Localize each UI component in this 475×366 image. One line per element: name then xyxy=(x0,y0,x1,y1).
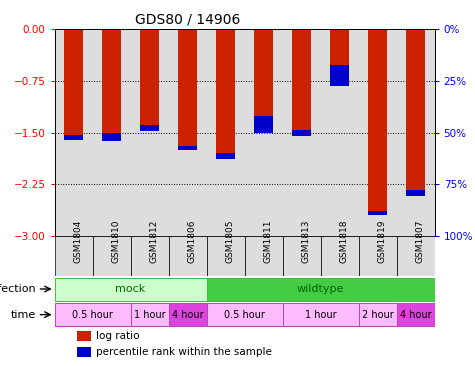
Text: mock: mock xyxy=(115,284,146,294)
Bar xyxy=(102,29,121,141)
Bar xyxy=(77,347,91,357)
Text: time: time xyxy=(10,310,36,320)
Bar xyxy=(140,29,159,131)
FancyBboxPatch shape xyxy=(207,303,283,326)
Bar xyxy=(368,211,387,215)
FancyBboxPatch shape xyxy=(397,236,435,276)
Text: 2 hour: 2 hour xyxy=(362,310,393,320)
Bar xyxy=(359,29,397,236)
FancyBboxPatch shape xyxy=(283,303,359,326)
Text: GSM1805: GSM1805 xyxy=(226,219,235,263)
FancyBboxPatch shape xyxy=(169,236,207,276)
Text: 4 hour: 4 hour xyxy=(400,310,431,320)
Text: wildtype: wildtype xyxy=(297,284,344,294)
Bar xyxy=(406,29,425,196)
FancyBboxPatch shape xyxy=(207,236,245,276)
Text: GSM1812: GSM1812 xyxy=(150,219,159,262)
Text: 1 hour: 1 hour xyxy=(134,310,165,320)
Bar xyxy=(368,29,387,215)
Bar xyxy=(292,29,311,136)
Bar xyxy=(64,135,83,139)
Text: GSM1806: GSM1806 xyxy=(188,219,197,263)
FancyBboxPatch shape xyxy=(245,236,283,276)
FancyBboxPatch shape xyxy=(359,236,397,276)
Text: GSM1807: GSM1807 xyxy=(416,219,425,263)
Text: log ratio: log ratio xyxy=(96,331,140,341)
Text: GSM1804: GSM1804 xyxy=(74,219,83,262)
Text: percentile rank within the sample: percentile rank within the sample xyxy=(96,347,272,357)
Text: GSM1811: GSM1811 xyxy=(264,219,273,263)
Text: GSM1813: GSM1813 xyxy=(302,219,311,263)
FancyBboxPatch shape xyxy=(359,303,397,326)
Bar xyxy=(140,125,159,131)
Text: 1 hour: 1 hour xyxy=(305,310,336,320)
Text: GSM1810: GSM1810 xyxy=(112,219,121,263)
Bar xyxy=(77,331,91,341)
Bar xyxy=(397,29,435,236)
Bar xyxy=(93,29,131,236)
Bar xyxy=(216,29,235,159)
Text: 0.5 hour: 0.5 hour xyxy=(72,310,113,320)
Bar xyxy=(321,29,359,236)
FancyBboxPatch shape xyxy=(55,236,93,276)
Text: infection: infection xyxy=(0,284,36,294)
FancyBboxPatch shape xyxy=(93,236,131,276)
FancyBboxPatch shape xyxy=(321,236,359,276)
Bar xyxy=(131,29,169,236)
Bar xyxy=(406,190,425,196)
Text: GSM1819: GSM1819 xyxy=(378,219,387,263)
Bar xyxy=(178,29,197,150)
Bar xyxy=(330,65,349,86)
Text: 0.5 hour: 0.5 hour xyxy=(224,310,265,320)
Bar xyxy=(207,29,245,236)
FancyBboxPatch shape xyxy=(55,278,207,301)
Bar xyxy=(169,29,207,236)
Bar xyxy=(254,116,273,133)
Bar xyxy=(178,146,197,150)
FancyBboxPatch shape xyxy=(169,303,207,326)
Title: GDS80 / 14906: GDS80 / 14906 xyxy=(135,12,240,26)
FancyBboxPatch shape xyxy=(283,236,321,276)
FancyBboxPatch shape xyxy=(397,303,435,326)
Text: GSM1818: GSM1818 xyxy=(340,219,349,263)
Bar xyxy=(292,130,311,136)
Bar xyxy=(102,132,121,141)
Bar xyxy=(330,29,349,86)
FancyBboxPatch shape xyxy=(207,278,435,301)
Bar xyxy=(245,29,283,236)
Bar xyxy=(55,29,93,236)
Bar xyxy=(283,29,321,236)
Bar xyxy=(64,29,83,139)
Bar xyxy=(254,29,273,133)
Text: 4 hour: 4 hour xyxy=(172,310,203,320)
FancyBboxPatch shape xyxy=(131,236,169,276)
FancyBboxPatch shape xyxy=(55,303,131,326)
FancyBboxPatch shape xyxy=(131,303,169,326)
Bar xyxy=(216,153,235,159)
